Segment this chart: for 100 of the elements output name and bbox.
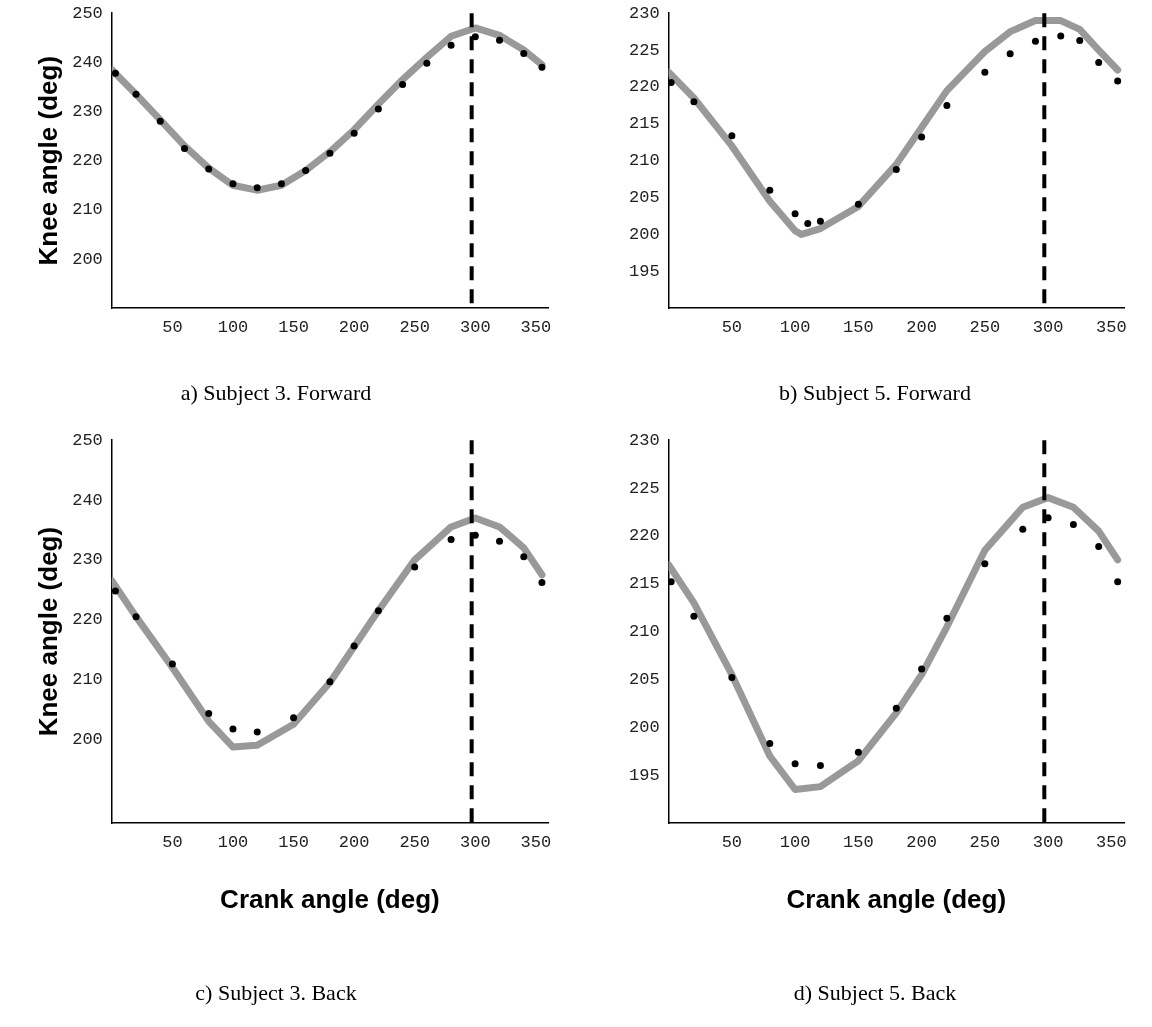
x-tick-label: 100 [779, 832, 811, 852]
point [690, 612, 698, 620]
point [1031, 37, 1039, 45]
x-tick-label: 150 [843, 832, 874, 852]
y-tick-label: 210 [72, 200, 103, 220]
x-tick-label: 200 [338, 317, 370, 337]
point [111, 587, 119, 595]
point [791, 210, 799, 218]
point [538, 579, 546, 587]
y-tick-label: 210 [629, 622, 660, 642]
x-tick-label: 100 [779, 317, 811, 337]
point [804, 219, 812, 227]
point [132, 613, 140, 621]
point [1095, 542, 1103, 550]
x-tick-label: 100 [217, 832, 249, 852]
point [253, 728, 261, 736]
y-tick-label: 225 [629, 478, 660, 498]
point [253, 184, 261, 192]
y-tick-label: 210 [72, 669, 103, 689]
y-tick-label: 240 [72, 52, 103, 72]
point [290, 714, 298, 722]
text: d) Subject 5. Back [793, 979, 957, 1005]
point [918, 133, 926, 141]
point [1095, 59, 1103, 67]
point [411, 563, 419, 571]
y-tick-label: 200 [629, 717, 660, 737]
x-tick-label: 150 [843, 317, 874, 337]
point [1019, 525, 1027, 533]
x-tick-label: 350 [520, 317, 552, 337]
y-tick-label: 200 [72, 249, 103, 269]
point [1006, 50, 1014, 58]
point [1114, 77, 1122, 85]
x-axis-title: Crank angle (deg) [786, 884, 1007, 915]
x-tick-label: 100 [217, 317, 249, 337]
point [690, 98, 698, 106]
x-tick-label: 150 [278, 317, 309, 337]
point [277, 180, 285, 188]
x-tick-label: 300 [460, 832, 491, 852]
point [496, 537, 504, 545]
point [374, 607, 382, 615]
point [981, 68, 989, 76]
y-tick-label: 220 [72, 610, 103, 630]
point [229, 725, 237, 733]
y-tick-label: 220 [629, 526, 660, 546]
point [668, 79, 675, 87]
x-tick-label: 350 [1096, 317, 1127, 337]
point [728, 132, 736, 140]
y-tick-label: 200 [629, 224, 660, 244]
point [816, 217, 824, 225]
x-axis-title: Crank angle (deg) [220, 884, 440, 915]
point [168, 660, 176, 668]
point [892, 166, 900, 174]
y-tick-label: 215 [629, 114, 660, 134]
point [447, 41, 455, 49]
x-tick-label: 200 [906, 317, 937, 337]
point [302, 167, 310, 175]
x-tick-label: 50 [162, 317, 183, 337]
point [668, 578, 675, 586]
y-tick-label: 210 [629, 151, 660, 171]
x-tick-label: 250 [399, 832, 431, 852]
point [350, 129, 358, 137]
y-tick-label: 250 [72, 3, 103, 23]
point [918, 665, 926, 673]
y-tick-label: 230 [629, 3, 660, 23]
point [1076, 36, 1084, 44]
point [538, 63, 546, 71]
y-tick-label: 225 [629, 40, 660, 60]
x-tick-label: 300 [1032, 832, 1064, 852]
point [326, 678, 334, 686]
point [728, 674, 736, 682]
point [447, 535, 455, 543]
y-tick-label: 200 [72, 729, 103, 749]
point [943, 101, 951, 109]
point [111, 69, 119, 77]
point [423, 59, 431, 67]
y-tick-label: 205 [629, 188, 660, 208]
point [791, 760, 799, 768]
point [374, 105, 382, 113]
point [816, 762, 824, 770]
x-tick-label: 150 [278, 832, 309, 852]
y-tick-label: 220 [72, 151, 103, 171]
x-tick-label: 300 [460, 317, 491, 337]
point [205, 710, 213, 718]
y-tick-label: 195 [629, 261, 660, 281]
point [205, 165, 213, 173]
y-tick-label: 230 [629, 430, 660, 450]
y-axis-title: Knee angle (deg) [32, 55, 63, 266]
point [981, 560, 989, 568]
point [892, 704, 900, 712]
point [399, 80, 407, 88]
x-tick-label: 250 [969, 832, 1001, 852]
x-tick-label: 250 [399, 317, 431, 337]
y-tick-label: 240 [72, 490, 103, 510]
text: b) Subject 5. Forward [779, 379, 971, 405]
x-tick-label: 350 [520, 832, 552, 852]
point [326, 149, 334, 157]
x-tick-label: 200 [338, 832, 370, 852]
point [132, 90, 140, 98]
y-tick-label: 195 [629, 765, 660, 785]
point [766, 186, 774, 194]
